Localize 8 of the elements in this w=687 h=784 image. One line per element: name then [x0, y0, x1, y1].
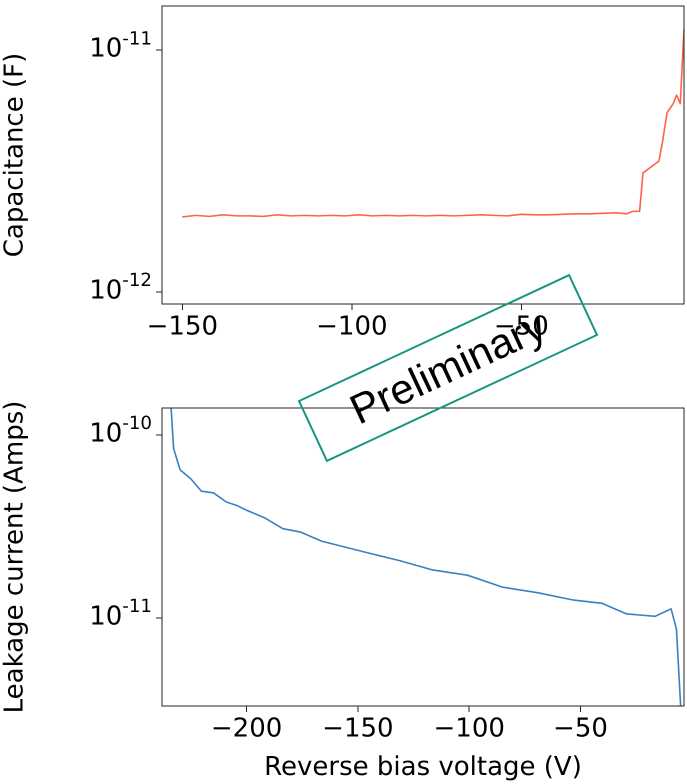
x-tick-label: −100 — [433, 713, 505, 744]
x-tick-label: −150 — [322, 713, 394, 744]
y-axis-title: Leakage current (Amps) — [0, 400, 30, 714]
y-axis-title: Capacitance (F) — [0, 52, 30, 258]
x-tick-label: −150 — [146, 311, 218, 342]
x-tick-label: −50 — [553, 713, 608, 744]
x-axis-title: Reverse bias voltage (V) — [264, 752, 582, 782]
x-tick-label: −200 — [210, 713, 282, 744]
